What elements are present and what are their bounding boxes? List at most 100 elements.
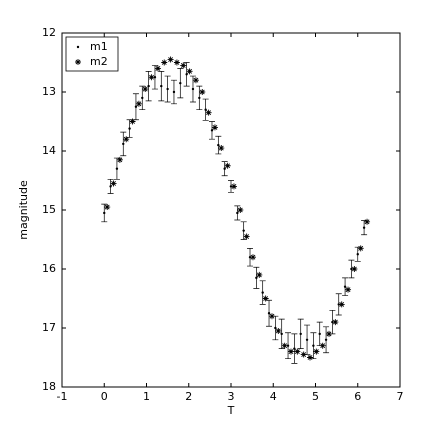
point: [313, 348, 320, 355]
point: [299, 332, 302, 336]
legend-marker: [75, 59, 81, 65]
x-tick-label: 7: [397, 390, 404, 403]
y-tick-label: 17: [42, 321, 56, 334]
point: [242, 229, 245, 232]
point: [128, 127, 131, 130]
point: [173, 59, 180, 66]
point: [166, 87, 169, 91]
point: [243, 233, 250, 240]
point: [236, 211, 239, 215]
point: [255, 276, 258, 280]
x-tick-label: 0: [101, 390, 108, 403]
point: [179, 81, 182, 85]
point: [307, 354, 314, 361]
x-tick-label: 5: [312, 390, 319, 403]
point: [286, 344, 290, 347]
point: [180, 62, 187, 69]
point: [185, 73, 188, 76]
point: [104, 204, 111, 211]
point: [186, 68, 193, 75]
legend-label: m1: [90, 40, 108, 53]
legend-marker: [76, 45, 80, 49]
x-tick-label: 6: [354, 390, 361, 403]
point: [261, 291, 264, 294]
point: [116, 156, 123, 163]
point: [351, 266, 358, 272]
point: [319, 342, 326, 349]
point: [154, 65, 161, 72]
y-tick-label: 15: [42, 203, 56, 216]
x-tick-label: 1: [143, 390, 150, 403]
point: [134, 105, 138, 108]
point: [300, 351, 307, 358]
point: [167, 56, 174, 63]
point: [280, 332, 283, 336]
point: [172, 90, 176, 94]
point: [123, 136, 130, 143]
point: [268, 313, 275, 320]
point: [293, 347, 296, 350]
x-tick-label: 2: [185, 390, 192, 403]
point: [262, 295, 269, 302]
point: [364, 218, 371, 225]
point: [142, 86, 149, 93]
point: [160, 84, 163, 88]
point: [275, 327, 282, 334]
legend-box: [65, 36, 119, 72]
point: [230, 183, 237, 190]
plot-frame: [61, 32, 401, 388]
point: [161, 59, 168, 66]
point: [148, 74, 155, 81]
point: [318, 332, 321, 336]
point: [256, 271, 263, 278]
point: [122, 142, 125, 146]
point: [199, 89, 206, 95]
point: [210, 129, 214, 132]
point: [224, 162, 231, 169]
point: [305, 338, 309, 341]
point: [205, 109, 212, 116]
point: [115, 167, 119, 170]
point: [129, 118, 136, 125]
point: [338, 301, 345, 308]
point: [147, 84, 150, 88]
y-tick-label: 12: [42, 26, 56, 39]
point: [324, 338, 328, 341]
y-tick-label: 14: [42, 144, 56, 157]
point: [274, 326, 277, 330]
point: [312, 344, 315, 347]
point: [135, 100, 142, 107]
point: [204, 108, 207, 111]
y-axis-label: magnitude: [17, 180, 30, 240]
y-tick-label: 18: [42, 380, 56, 393]
point: [281, 342, 288, 349]
point: [211, 124, 218, 131]
legend-label: m2: [90, 55, 108, 68]
point: [153, 76, 157, 79]
point: [267, 312, 271, 315]
point: [217, 143, 220, 147]
point: [287, 348, 294, 355]
y-tick-label: 16: [42, 262, 56, 275]
point: [294, 348, 301, 355]
point: [326, 330, 333, 337]
point: [218, 145, 225, 152]
y-tick-label: 13: [42, 85, 56, 98]
x-tick-label: 4: [270, 390, 277, 403]
point: [357, 245, 364, 252]
point: [198, 96, 201, 100]
point: [109, 185, 112, 188]
x-tick-label: 3: [228, 390, 235, 403]
point: [249, 254, 256, 261]
point: [345, 286, 352, 293]
point: [103, 211, 106, 215]
point: [343, 285, 347, 288]
point: [237, 207, 244, 213]
point: [223, 167, 226, 170]
point: [192, 77, 199, 84]
point: [332, 319, 339, 326]
point: [191, 87, 195, 91]
x-tick-label: -1: [57, 390, 68, 403]
point: [110, 180, 117, 187]
